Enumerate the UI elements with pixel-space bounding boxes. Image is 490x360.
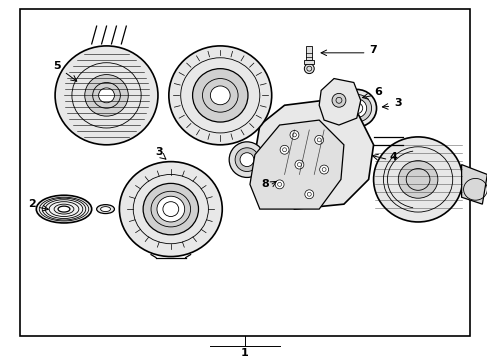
- Ellipse shape: [157, 196, 185, 222]
- Text: 7: 7: [370, 45, 377, 55]
- Circle shape: [315, 135, 323, 144]
- Ellipse shape: [309, 145, 329, 164]
- Polygon shape: [319, 78, 361, 125]
- Ellipse shape: [169, 46, 272, 145]
- Ellipse shape: [97, 204, 115, 213]
- Text: 3: 3: [155, 147, 163, 157]
- Bar: [304, 60, 314, 64]
- Circle shape: [332, 93, 346, 107]
- Ellipse shape: [58, 206, 70, 212]
- Text: 2: 2: [28, 199, 36, 209]
- Ellipse shape: [98, 88, 115, 103]
- Ellipse shape: [235, 148, 259, 171]
- Ellipse shape: [240, 153, 254, 167]
- Circle shape: [319, 165, 329, 174]
- Ellipse shape: [100, 207, 110, 212]
- Polygon shape: [462, 165, 488, 204]
- Polygon shape: [255, 100, 373, 209]
- Ellipse shape: [120, 162, 222, 257]
- Polygon shape: [250, 120, 344, 209]
- Circle shape: [290, 130, 299, 139]
- Ellipse shape: [210, 86, 230, 105]
- Text: 4: 4: [390, 152, 397, 162]
- Text: 6: 6: [374, 87, 383, 97]
- Ellipse shape: [342, 94, 371, 122]
- Circle shape: [304, 64, 314, 73]
- Bar: [306, 46, 312, 60]
- Text: 5: 5: [53, 60, 61, 71]
- Ellipse shape: [229, 142, 265, 177]
- Circle shape: [305, 190, 314, 199]
- Text: 3: 3: [394, 98, 402, 108]
- Ellipse shape: [36, 195, 92, 223]
- Circle shape: [280, 145, 289, 154]
- Circle shape: [275, 180, 284, 189]
- Text: 1: 1: [241, 347, 249, 357]
- Ellipse shape: [337, 89, 376, 127]
- Ellipse shape: [193, 69, 248, 122]
- Ellipse shape: [55, 46, 158, 145]
- Text: 8: 8: [261, 179, 269, 189]
- Circle shape: [295, 160, 304, 169]
- Ellipse shape: [347, 99, 367, 118]
- Ellipse shape: [143, 183, 198, 235]
- Ellipse shape: [398, 161, 438, 198]
- Ellipse shape: [85, 75, 128, 116]
- Ellipse shape: [373, 137, 463, 222]
